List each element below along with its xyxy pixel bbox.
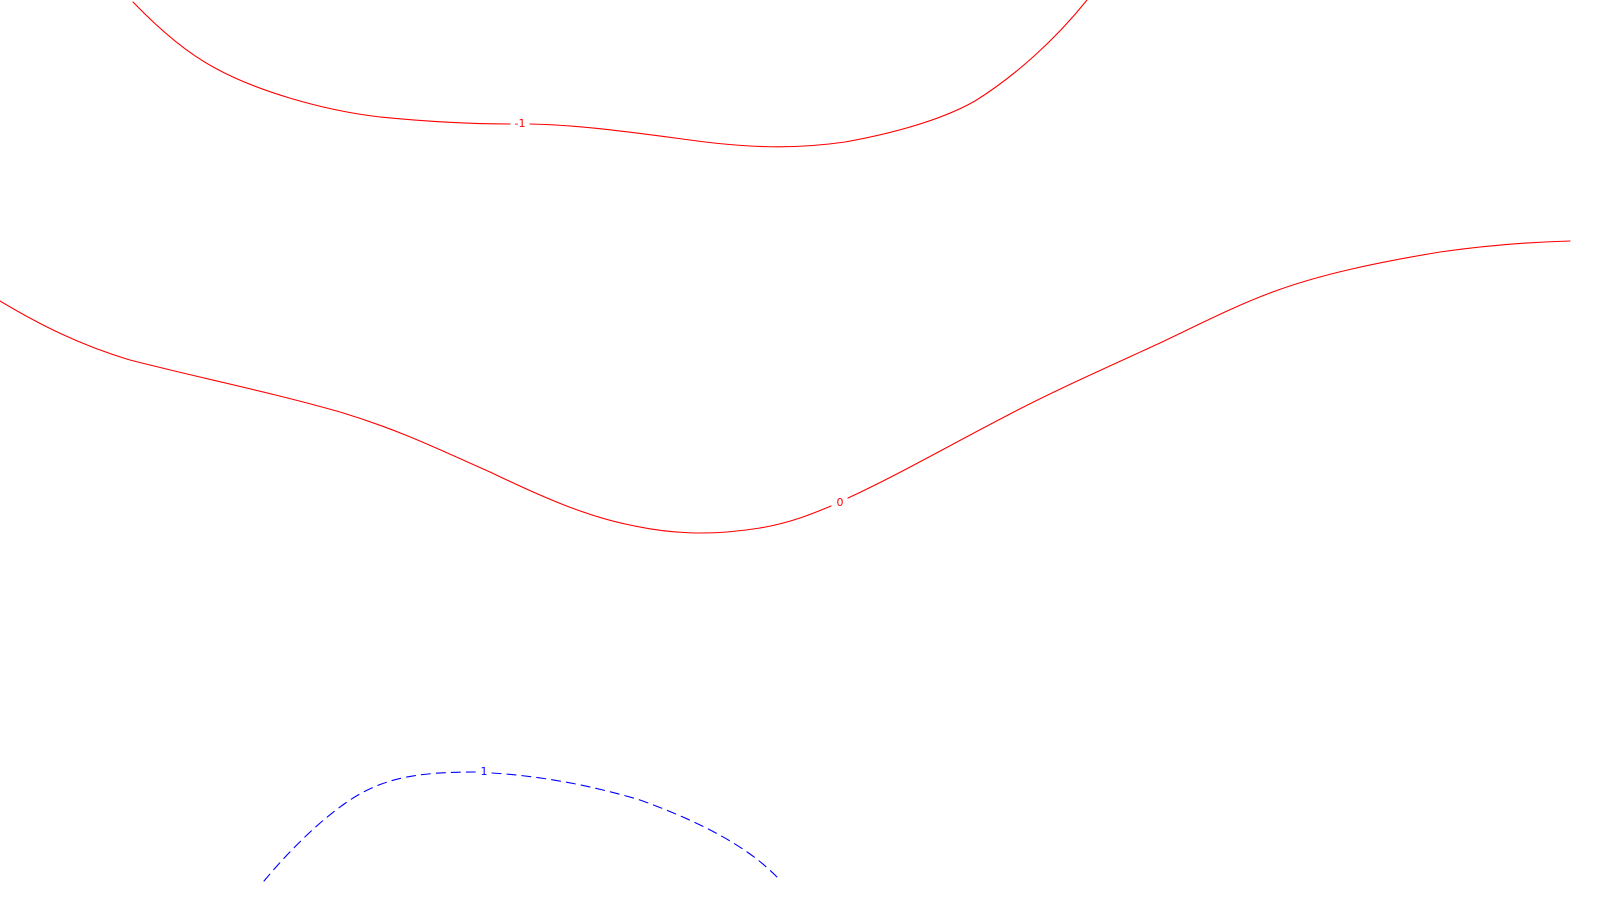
contour-line-zero-group: 0 xyxy=(0,240,1571,534)
contour-line-pos1-right xyxy=(491,772,782,882)
contour-line-pos1-group: 1 xyxy=(263,765,782,882)
contour-line-zero-right xyxy=(847,240,1571,499)
contour-line-neg1-group: -1 xyxy=(132,0,1088,148)
contour-line-pos1 xyxy=(263,771,477,882)
contour-line-neg1 xyxy=(132,1,511,125)
contour-label-zero: 0 xyxy=(837,496,844,509)
contour-label-neg1: -1 xyxy=(515,117,526,130)
contour-line-zero xyxy=(0,300,832,534)
contour-line-neg1-right xyxy=(529,0,1088,148)
contour-label-pos1: 1 xyxy=(481,765,488,778)
